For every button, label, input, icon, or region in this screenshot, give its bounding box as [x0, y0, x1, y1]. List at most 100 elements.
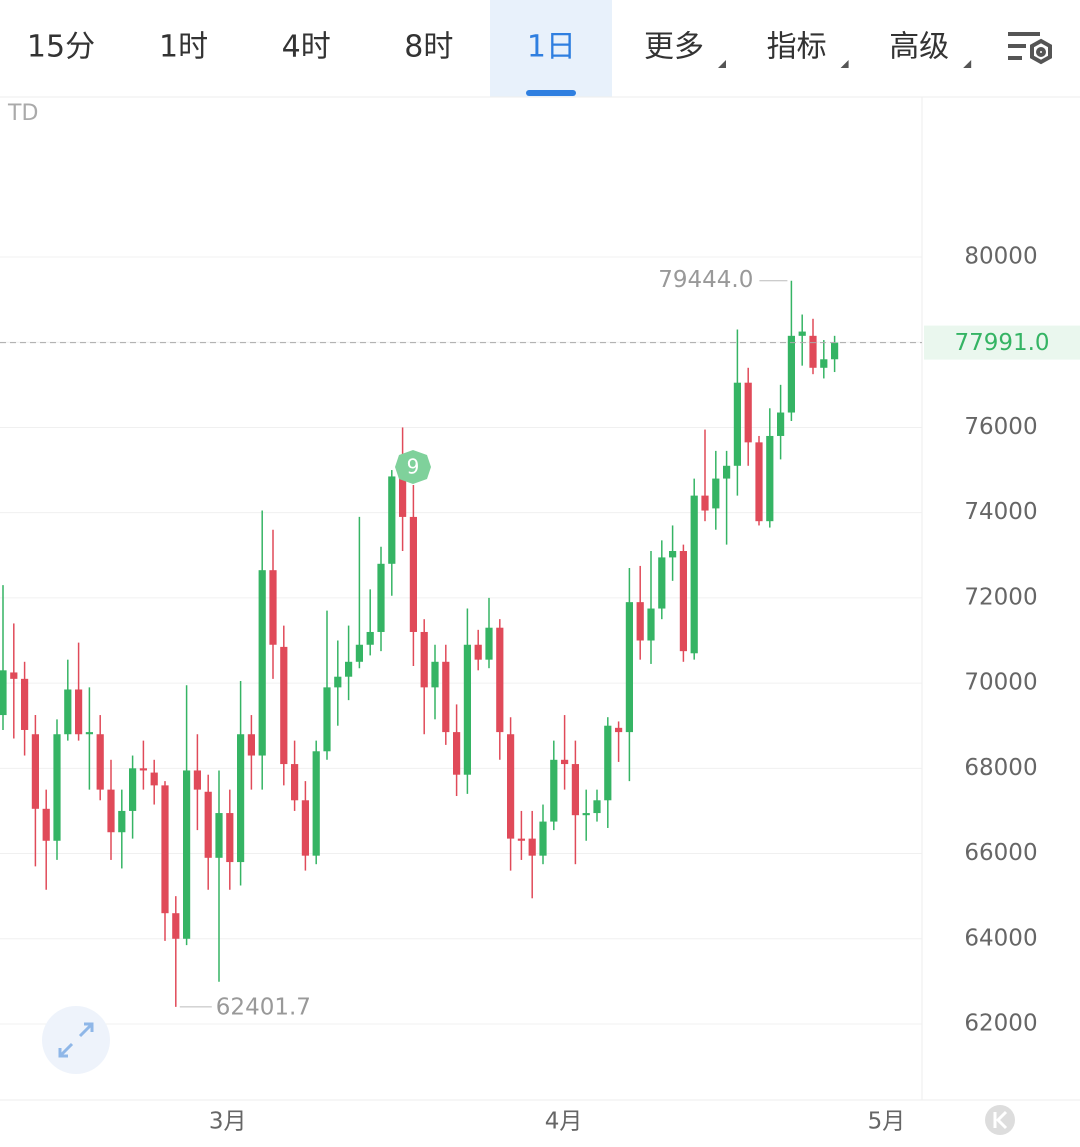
- active-tab-indicator: [526, 90, 576, 96]
- candle-body: [571, 764, 579, 816]
- tab[interactable]: 高级: [889, 30, 949, 65]
- candle-body: [831, 342, 839, 360]
- candle-body: [809, 335, 817, 368]
- candle-body: [75, 689, 83, 735]
- candle-body: [636, 602, 644, 641]
- candle-body: [798, 331, 806, 336]
- tab[interactable]: 指标: [767, 30, 827, 65]
- candle-body: [96, 734, 104, 790]
- tab[interactable]: 更多: [644, 30, 704, 65]
- candle-body: [474, 644, 482, 660]
- tab[interactable]: 1时: [159, 30, 208, 65]
- tab-bar: 15分 1时 4时 8时 1日 更多 指标 高级: [27, 30, 972, 68]
- candle-body: [679, 551, 687, 652]
- candle-body: [528, 838, 536, 856]
- dropdown-caret: [840, 60, 849, 68]
- candle-body: [777, 412, 785, 436]
- candle-body: [507, 734, 515, 839]
- candle-body: [269, 570, 277, 645]
- y-tick-label: 76000: [964, 414, 1037, 440]
- candle-body: [539, 821, 547, 856]
- scroll-latest-button[interactable]: [985, 1105, 1015, 1135]
- candle-body: [193, 770, 201, 790]
- candle-body: [129, 768, 137, 811]
- y-tick-label: 74000: [964, 499, 1037, 525]
- candle-body: [215, 813, 223, 858]
- candle-body: [733, 382, 741, 466]
- plot: 62000 64000 66000 68000 70000 72000 74000 76000…: [0, 244, 1080, 1135]
- candle-body: [323, 687, 331, 752]
- candle-body: [485, 627, 493, 660]
- candle-body: [42, 808, 50, 841]
- dropdown-caret: [718, 60, 726, 68]
- candle-body: [226, 813, 234, 863]
- candle-body: [420, 631, 428, 688]
- candle-body: [561, 759, 569, 765]
- tab[interactable]: 15分: [27, 30, 95, 65]
- candle-body: [301, 800, 309, 856]
- candle-body: [669, 551, 677, 558]
- candle-body: [690, 495, 698, 654]
- y-tick-label: 66000: [964, 840, 1037, 866]
- candle-body: [21, 678, 29, 730]
- candle-body: [107, 789, 115, 833]
- expand-button[interactable]: [42, 1006, 110, 1074]
- candle-body: [366, 631, 374, 645]
- candle-body: [312, 751, 320, 856]
- tab[interactable]: 4时: [282, 30, 331, 65]
- candle-body: [334, 676, 342, 688]
- candle-body: [139, 768, 147, 771]
- candle-body: [701, 495, 709, 511]
- candle-body: [604, 725, 612, 801]
- candle-body: [766, 435, 774, 522]
- candle-body: [247, 734, 255, 756]
- x-tick-label: 4月: [545, 1109, 583, 1135]
- candle-body: [280, 646, 288, 765]
- y-tick-label: 80000: [964, 244, 1037, 270]
- candle-body: [388, 476, 396, 564]
- last-price-box: [924, 325, 1080, 360]
- candle-body: [10, 672, 18, 679]
- candle-body: [582, 813, 590, 816]
- candle-body: [723, 465, 731, 479]
- high-label: 79444.0: [658, 267, 753, 293]
- y-tick-label: 64000: [964, 925, 1037, 951]
- candle-body: [431, 661, 439, 688]
- candle-body: [53, 734, 61, 841]
- candle-body: [64, 689, 72, 735]
- candle-body: [161, 785, 169, 914]
- tab[interactable]: 1日: [527, 30, 576, 65]
- y-tick-label: 70000: [964, 670, 1037, 696]
- candle-body: [237, 734, 245, 863]
- x-tick-label: 3月: [209, 1109, 247, 1135]
- candle-body: [291, 764, 299, 801]
- candle-body: [658, 557, 666, 609]
- candle-body: [183, 770, 191, 939]
- candle-body: [496, 627, 504, 733]
- candle-body: [204, 791, 212, 858]
- y-tick-label: 68000: [964, 755, 1037, 781]
- candle-body: [463, 644, 471, 775]
- td-badge: 9: [395, 450, 431, 484]
- candle-body: [31, 734, 39, 809]
- candle-body: [85, 732, 93, 735]
- settings-icon[interactable]: [1008, 32, 1052, 65]
- candle-body: [442, 661, 450, 733]
- low-label: 62401.7: [216, 994, 311, 1020]
- td-count: 9: [407, 455, 420, 479]
- x-tick-label: 5月: [868, 1109, 906, 1135]
- candle-body: [744, 382, 752, 443]
- last-price-label: 77991.0: [954, 330, 1049, 356]
- candle-body: [409, 516, 417, 632]
- candle-body: [593, 800, 601, 814]
- candle-body: [820, 359, 828, 368]
- y-tick-label: 72000: [964, 584, 1037, 610]
- candle-body: [712, 478, 720, 509]
- candle-body: [517, 838, 525, 841]
- candle-body: [453, 732, 461, 775]
- active-tab-bg: [490, 0, 612, 97]
- candle-body: [787, 335, 795, 413]
- candle-body: [647, 608, 655, 641]
- tab[interactable]: 8时: [404, 30, 453, 65]
